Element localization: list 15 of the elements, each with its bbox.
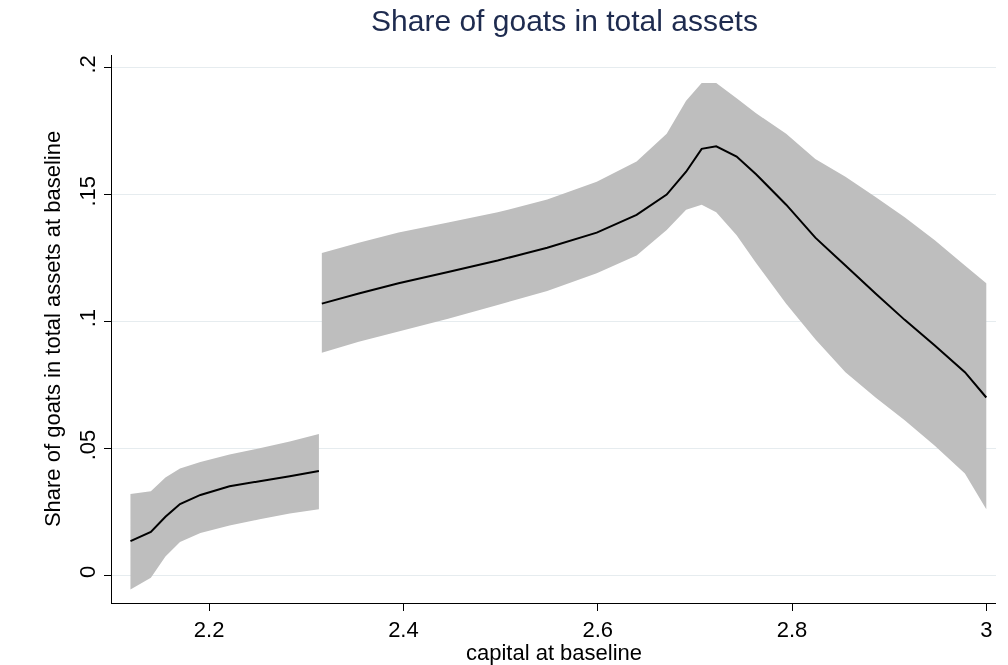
y-tick-label: .15 bbox=[75, 175, 101, 207]
y-tick-label: .2 bbox=[75, 55, 101, 74]
x-axis-title: capital at baseline bbox=[465, 640, 643, 665]
y-tick-label: .1 bbox=[75, 308, 101, 328]
line-series bbox=[129, 470, 320, 543]
line-series bbox=[320, 145, 988, 399]
x-tick-label: 2.6 bbox=[582, 617, 614, 643]
x-tick-label: 2.8 bbox=[776, 617, 808, 643]
chart-title: Share of goats in total assets bbox=[371, 3, 758, 37]
x-tick-label: 2.4 bbox=[388, 617, 419, 643]
y-tick-label: .05 bbox=[75, 429, 101, 461]
x-tick-label: 3 bbox=[980, 617, 993, 643]
x-tick-label: 2.2 bbox=[193, 617, 225, 643]
y-tick-label: 0 bbox=[75, 565, 101, 578]
y-axis-title: Share of goats in total assets at baseline bbox=[40, 130, 65, 528]
